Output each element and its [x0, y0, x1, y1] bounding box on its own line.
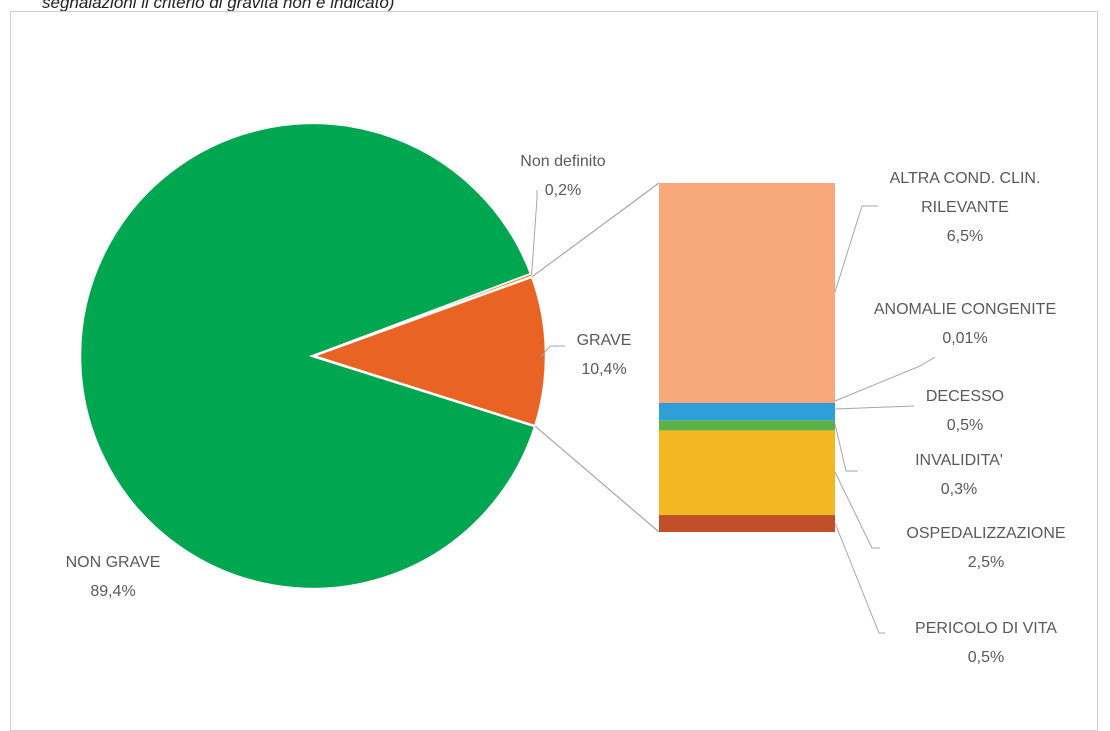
leader-line-ospedalizzazione	[834, 471, 880, 549]
data-label-pericolo-di-vita: PERICOLO DI VITA 0,5%	[915, 620, 1057, 666]
data-label-non-grave: NON GRAVE 89,4%	[66, 554, 161, 600]
leader-line-grave	[540, 345, 565, 358]
data-label-altra-cond-clin-rilevante: ALTRA COND. CLIN. RILEVANTE 6,5%	[890, 170, 1041, 245]
data-label-ospedalizzazione: OSPEDALIZZAZIONE 2,5%	[906, 525, 1065, 571]
bar-segment-pericolo-di-vita	[659, 515, 835, 532]
leader-line-altra-cond-clin-rilevante	[834, 205, 878, 293]
data-label-anomalie-congenite: ANOMALIE CONGENITE 0,01%	[874, 301, 1056, 347]
connector-line-bottom	[534, 425, 660, 533]
leader-line-anomalie-congenite	[834, 356, 936, 402]
data-label-grave: GRAVE 10,4%	[577, 332, 632, 378]
leader-line-decesso	[834, 405, 915, 410]
leader-line-pericolo-di-vita	[834, 522, 885, 634]
chart-caption: segnalazioni il criterio di gravità non …	[42, 0, 395, 12]
leader-line-non-definito	[531, 190, 538, 276]
chart-area: segnalazioni il criterio di gravità non …	[10, 0, 1098, 731]
data-label-non-definito: Non definito 0,2%	[520, 153, 605, 199]
bar-segment-anomalie-congenite	[659, 403, 835, 404]
data-label-decesso: DECESSO 0,5%	[926, 388, 1004, 434]
bar-segment-ospedalizzazione	[659, 430, 835, 516]
bar-segment-altra-cond-clin-rilevante	[659, 183, 835, 404]
connector-line-top	[531, 182, 660, 278]
data-label-invalidita: INVALIDITA' 0,3%	[915, 452, 1003, 498]
bar-segment-decesso	[659, 403, 835, 421]
pie-slice-non-grave	[78, 121, 537, 591]
leader-line-invalidita	[834, 423, 858, 472]
bar-segment-invalidita	[659, 420, 835, 431]
bar-of-pie-chart: NON GRAVE 89,4% GRAVE 10,4% Non definito 0,2%…	[66, 121, 1066, 666]
